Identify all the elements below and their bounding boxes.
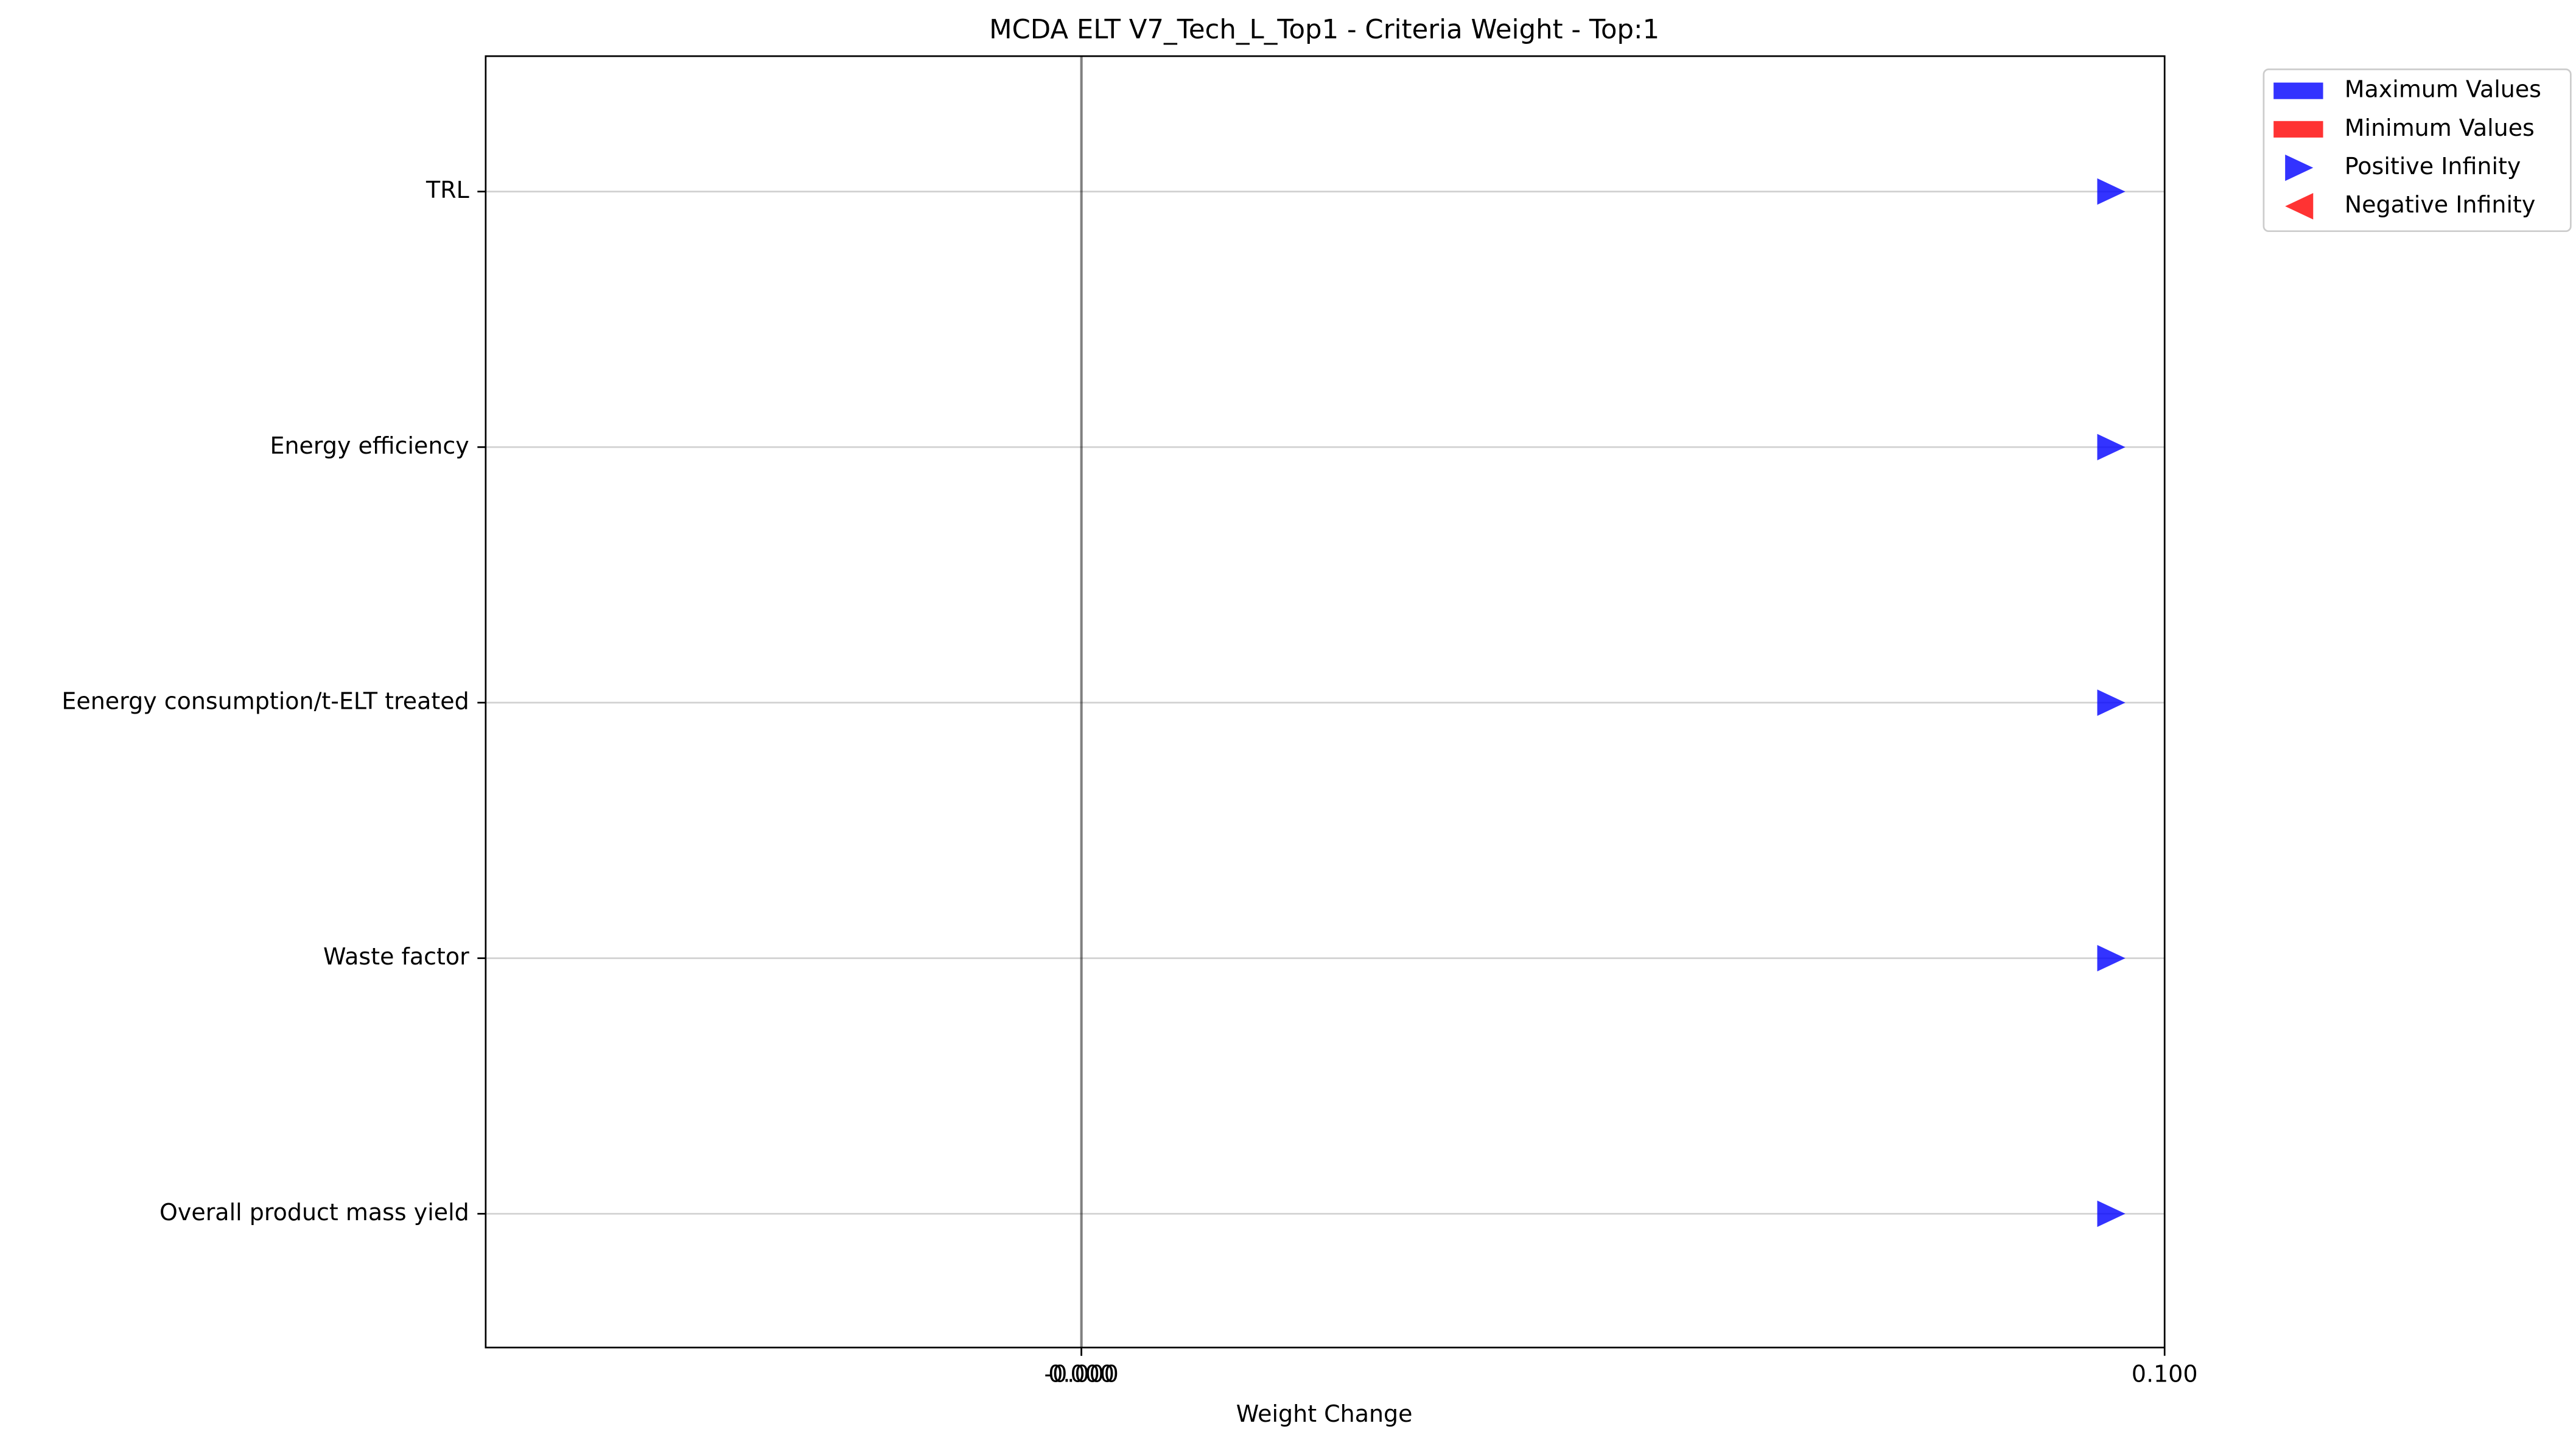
- x-tick-label: 0.000: [1048, 1361, 1115, 1388]
- legend-label: Negative Infinity: [2345, 191, 2536, 218]
- legend-label: Positive Infinity: [2345, 153, 2521, 180]
- legend-label: Maximum Values: [2345, 76, 2541, 103]
- legend-label: Minimum Values: [2345, 114, 2535, 141]
- y-tick-label: Overall product mass yield: [159, 1199, 469, 1226]
- positive-infinity-marker: [2097, 689, 2126, 716]
- x-tick-label: -0.000: [1044, 1361, 1118, 1388]
- legend-swatch: [2273, 82, 2323, 99]
- legend-swatch: [2273, 121, 2323, 138]
- y-tick-label: Energy efficiency: [270, 432, 469, 459]
- legend-box: [2263, 68, 2572, 233]
- chart-title: MCDA ELT V7_Tech_L_Top1 - Criteria Weigh…: [989, 15, 1659, 45]
- legend-swatch: [2285, 154, 2314, 181]
- positive-infinity-marker: [2097, 434, 2126, 461]
- x-tick-label: 0.100: [2132, 1361, 2198, 1388]
- positive-infinity-marker: [2097, 945, 2126, 972]
- y-tick-label: Eenergy consumption/t-ELT treated: [61, 688, 469, 715]
- y-tick-label: TRL: [425, 177, 469, 203]
- positive-infinity-marker: [2097, 178, 2126, 205]
- x-axis-label: Weight Change: [1236, 1400, 1413, 1427]
- plot-frame: [485, 55, 2166, 1349]
- positive-infinity-marker: [2097, 1200, 2126, 1228]
- legend-swatch: [2285, 193, 2314, 220]
- y-tick-label: Waste factor: [323, 943, 469, 970]
